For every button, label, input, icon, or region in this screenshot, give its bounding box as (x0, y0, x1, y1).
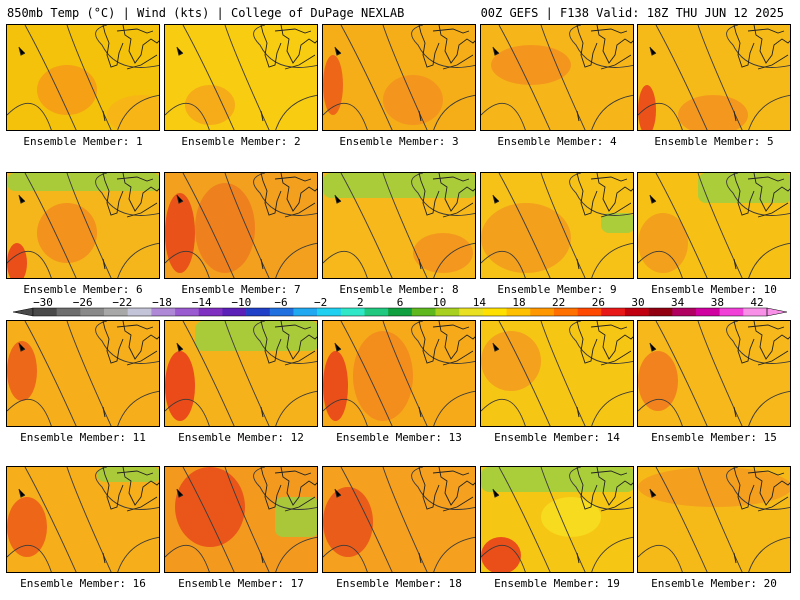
colorbar-swatch (695, 308, 720, 316)
ensemble-member-map-8 (322, 172, 476, 279)
ensemble-member-label: Ensemble Member: 14 (494, 431, 620, 444)
ensemble-member-map-10 (637, 172, 791, 279)
ensemble-member-map-2 (164, 24, 318, 131)
ensemble-member-map-6 (6, 172, 160, 279)
ensemble-member-map-3 (322, 24, 476, 131)
ensemble-member-label: Ensemble Member: 11 (20, 431, 146, 444)
colorbar-swatch (435, 308, 460, 316)
colorbar-tick-label: 14 (473, 296, 487, 309)
colorbar-tick-label: −26 (73, 296, 93, 309)
colorbar-tick-label: 2 (357, 296, 364, 309)
colorbar-swatch (577, 308, 602, 316)
ensemble-member-map-9 (480, 172, 634, 279)
colorbar-border (32, 307, 768, 317)
ensemble-member-map-5 (637, 24, 791, 131)
ensemble-member-label: Ensemble Member: 3 (339, 135, 459, 148)
colorbar-swatch (388, 308, 413, 316)
ensemble-member-label: Ensemble Member: 12 (178, 431, 304, 444)
header-title: 850mb Temp (°C) | Wind (kts) | College o… (7, 6, 405, 20)
colorbar-tick-label: 22 (552, 296, 565, 309)
ensemble-member-label: Ensemble Member: 19 (494, 577, 620, 590)
ensemble-member-label: Ensemble Member: 8 (339, 283, 459, 296)
ensemble-member-label: Ensemble Member: 9 (497, 283, 617, 296)
colorbar-swatch (317, 308, 342, 316)
colorbar-swatch (601, 308, 626, 316)
colorbar-tick-label: −6 (274, 296, 287, 309)
ensemble-member-map-11 (6, 320, 160, 427)
colorbar-swatch (175, 308, 200, 316)
colorbar-tick-label: −14 (192, 296, 212, 309)
colorbar-swatch (104, 308, 129, 316)
ensemble-member-label: Ensemble Member: 16 (20, 577, 146, 590)
ensemble-member-label: Ensemble Member: 1 (23, 135, 143, 148)
ensemble-member-map-16 (6, 466, 160, 573)
ensemble-member-map-7 (164, 172, 318, 279)
colorbar-tick-label: 6 (397, 296, 404, 309)
ensemble-member-label: Ensemble Member: 2 (181, 135, 301, 148)
colorbar-swatch (506, 308, 531, 316)
ensemble-member-map-19 (480, 466, 634, 573)
colorbar-swatch (56, 308, 81, 316)
colorbar-tick-label: −18 (152, 296, 172, 309)
colorbar-swatch (459, 308, 484, 316)
ensemble-member-label: Ensemble Member: 7 (181, 283, 301, 296)
colorbar-tick-label: −2 (314, 296, 327, 309)
ensemble-member-label: Ensemble Member: 18 (336, 577, 462, 590)
colorbar-swatch (151, 308, 176, 316)
ensemble-member-label: Ensemble Member: 10 (651, 283, 777, 296)
colorbar-swatch (33, 308, 57, 316)
ensemble-member-map-18 (322, 466, 476, 573)
colorbar-swatch (127, 308, 152, 316)
colorbar-tick-label: −22 (112, 296, 132, 309)
colorbar-swatch (719, 308, 744, 316)
colorbar-tick-label: −30 (33, 296, 53, 309)
colorbar-swatch (530, 308, 555, 316)
ensemble-member-label: Ensemble Member: 4 (497, 135, 617, 148)
colorbar-swatch (293, 308, 318, 316)
ensemble-member-label: Ensemble Member: 5 (654, 135, 774, 148)
colorbar-swatch (364, 308, 389, 316)
colorbar-tick-label: 10 (433, 296, 446, 309)
ensemble-member-map-12 (164, 320, 318, 427)
colorbar-tick-label: 42 (750, 296, 763, 309)
colorbar-swatch (222, 308, 247, 316)
colorbar-tick-label: −10 (231, 296, 251, 309)
colorbar-swatch (482, 308, 507, 316)
colorbar-tick-label: 18 (512, 296, 525, 309)
colorbar-swatch (648, 308, 673, 316)
colorbar-swatch (246, 308, 271, 316)
colorbar-tick-label: 30 (631, 296, 644, 309)
ensemble-member-label: Ensemble Member: 6 (23, 283, 143, 296)
colorbar-tick-label: 26 (592, 296, 605, 309)
colorbar-swatch (624, 308, 649, 316)
ensemble-member-map-4 (480, 24, 634, 131)
ensemble-member-map-1 (6, 24, 160, 131)
ensemble-member-map-15 (637, 320, 791, 427)
ensemble-member-label: Ensemble Member: 20 (651, 577, 777, 590)
colorbar-swatch (743, 308, 768, 316)
ensemble-member-map-20 (637, 466, 791, 573)
header-run-info: 00Z GEFS | F138 Valid: 18Z THU JUN 12 20… (480, 6, 784, 20)
ensemble-member-map-17 (164, 466, 318, 573)
colorbar-swatch (269, 308, 294, 316)
temperature-colorbar: −30 −26 −22 −18 −14 −10 −6 −2 2 6 10 14 18 22 26 30 34 38… (13, 296, 787, 317)
colorbar-tick-label: 34 (671, 296, 685, 309)
colorbar-swatch (198, 308, 223, 316)
colorbar-tick-label: 38 (711, 296, 724, 309)
colorbar-swatch (340, 308, 365, 316)
ensemble-member-label: Ensemble Member: 15 (651, 431, 777, 444)
colorbar-swatch (553, 308, 578, 316)
colorbar-max-arrow (766, 307, 787, 317)
colorbar-swatch (80, 308, 105, 316)
ensemble-member-label: Ensemble Member: 13 (336, 431, 462, 444)
colorbar-swatch (672, 308, 697, 316)
ensemble-member-map-13 (322, 320, 476, 427)
ensemble-member-label: Ensemble Member: 17 (178, 577, 304, 590)
ensemble-member-map-14 (480, 320, 634, 427)
colorbar-min-arrow (13, 307, 34, 317)
colorbar-swatch (411, 308, 436, 316)
